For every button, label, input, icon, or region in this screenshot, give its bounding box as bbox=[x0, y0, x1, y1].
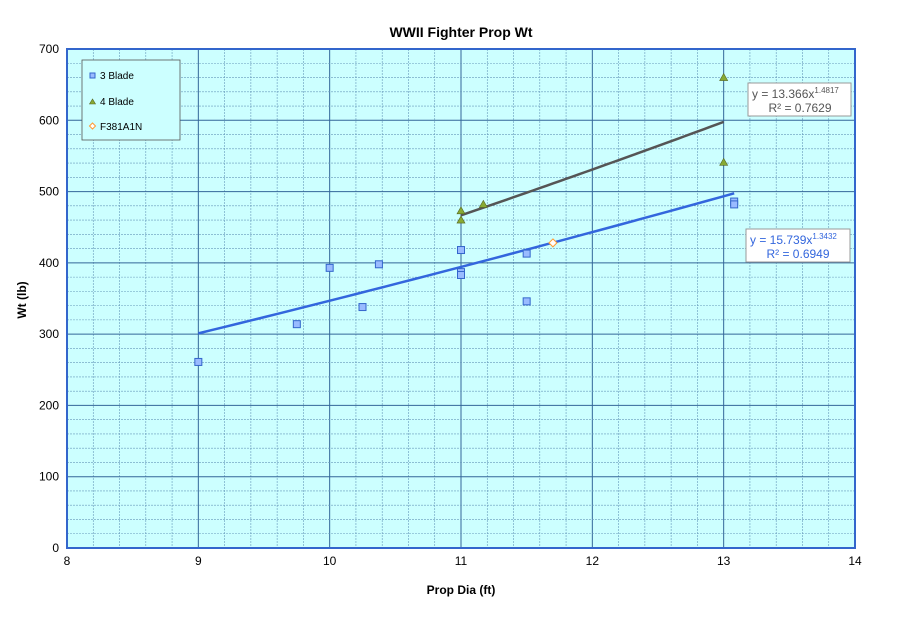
legend-diamond-icon bbox=[88, 122, 97, 130]
y-tick-label: 100 bbox=[39, 470, 59, 484]
chart-title: WWII Fighter Prop Wt bbox=[389, 24, 532, 40]
y-tick-label: 500 bbox=[39, 185, 59, 199]
r2-4-blade: R² = 0.7629 bbox=[768, 101, 831, 115]
x-tick-label: 11 bbox=[455, 554, 468, 568]
y-tick-label: 600 bbox=[39, 113, 59, 127]
y-tick-label: 400 bbox=[39, 256, 59, 270]
legend-square-icon bbox=[89, 72, 96, 79]
x-tick-label: 12 bbox=[586, 554, 600, 568]
legend-3-blade: 3 Blade bbox=[100, 71, 134, 82]
legend-4-blade: 4 Blade bbox=[100, 97, 134, 108]
point-4-blade bbox=[478, 199, 488, 208]
point-3-blade bbox=[194, 357, 203, 366]
y-axis-label: Wt (lb) bbox=[15, 281, 29, 318]
r2-3-blade: R² = 0.6949 bbox=[766, 247, 829, 261]
svg-text:y = 13.366x1.4817: y = 13.366x1.4817 bbox=[752, 86, 839, 101]
svg-text:y = 15.739x1.3432: y = 15.739x1.3432 bbox=[750, 232, 837, 247]
point-3-blade bbox=[292, 320, 301, 329]
point-3-blade bbox=[457, 270, 465, 279]
x-tick-label: 13 bbox=[717, 554, 731, 568]
trendline-3-blade bbox=[198, 192, 735, 335]
exponent-4-blade: 1.4817 bbox=[814, 86, 839, 95]
x-axis-label: Prop Dia (ft) bbox=[427, 583, 496, 597]
point-3-blade bbox=[457, 246, 465, 255]
y-tick-label: 0 bbox=[52, 541, 59, 555]
x-tick-label: 14 bbox=[848, 554, 862, 568]
point-4-blade bbox=[456, 206, 466, 215]
trendline-label-3-blade: y = 15.739x1.3432 R² = 0.6949 bbox=[745, 228, 851, 263]
legend-f381a1n: F381A1N bbox=[100, 122, 142, 133]
point-3-blade bbox=[522, 249, 531, 258]
plot-border bbox=[66, 48, 856, 549]
trendline-label-4-blade: y = 13.366x1.4817 R² = 0.7629 bbox=[747, 82, 852, 117]
point-f381a1n bbox=[548, 238, 558, 248]
y-tick-label: 300 bbox=[39, 327, 59, 341]
point-3-blade bbox=[325, 263, 334, 272]
point-4-blade bbox=[719, 157, 729, 166]
legend: 3 Blade 4 Blade F381A1N bbox=[81, 59, 181, 141]
x-tick-label: 9 bbox=[195, 554, 202, 568]
point-3-blade bbox=[522, 297, 531, 306]
exponent-3-blade: 1.3432 bbox=[812, 232, 837, 241]
point-3-blade bbox=[374, 260, 383, 269]
point-3-blade bbox=[730, 200, 739, 209]
y-tick-label: 700 bbox=[39, 42, 59, 56]
point-4-blade bbox=[719, 72, 729, 81]
point-4-blade bbox=[456, 215, 466, 224]
x-tick-label: 10 bbox=[323, 554, 337, 568]
x-tick-label: 8 bbox=[64, 554, 71, 568]
legend-triangle-icon bbox=[88, 98, 97, 105]
y-tick-label: 200 bbox=[39, 398, 59, 412]
equation-4-blade: y = 13.366x bbox=[752, 87, 814, 101]
trendline-4-blade bbox=[460, 120, 725, 217]
point-3-blade bbox=[358, 303, 367, 312]
equation-3-blade: y = 15.739x bbox=[750, 233, 812, 247]
